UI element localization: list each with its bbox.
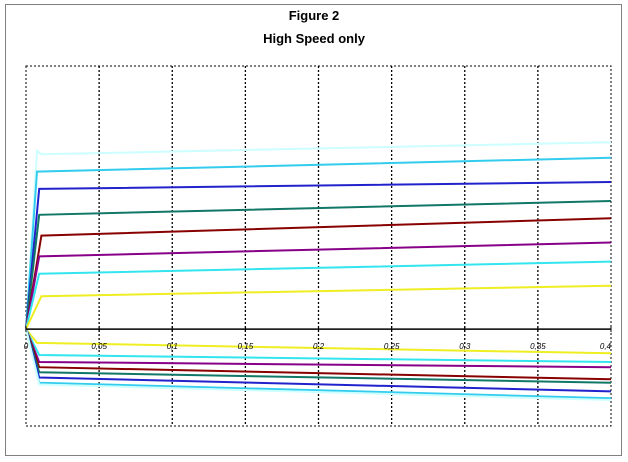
- chart-subtitle: High Speed only: [263, 31, 365, 46]
- x-tick-label-7: 0,35: [530, 342, 546, 351]
- x-tick-label-5: 0,25: [384, 342, 400, 351]
- series-group: [25, 141, 612, 401]
- x-ticks: 0 0,05 0,1 0,15 0,2 0,25 0,3 0,35 0,4: [24, 326, 612, 351]
- series-line-6: [25, 241, 612, 330]
- x-tick-label-1: 0,05: [91, 342, 107, 351]
- series-line-9: [25, 328, 612, 355]
- x-tick-label-3: 0,15: [238, 342, 254, 351]
- series-line-7: [25, 260, 612, 330]
- x-tick-label-4: 0,2: [313, 342, 325, 351]
- x-tick-label-2: 0,1: [167, 342, 178, 351]
- series-line-8: [25, 284, 612, 330]
- series-line-2: [25, 156, 612, 330]
- x-tick-label-0: 0: [24, 342, 29, 351]
- x-tick-label-8: 0,4: [600, 342, 612, 351]
- x-tick-label-6: 0,3: [459, 342, 471, 351]
- series-line-4: [25, 200, 612, 330]
- series-line-16: [25, 328, 612, 401]
- chart-title: Figure 2: [288, 8, 340, 23]
